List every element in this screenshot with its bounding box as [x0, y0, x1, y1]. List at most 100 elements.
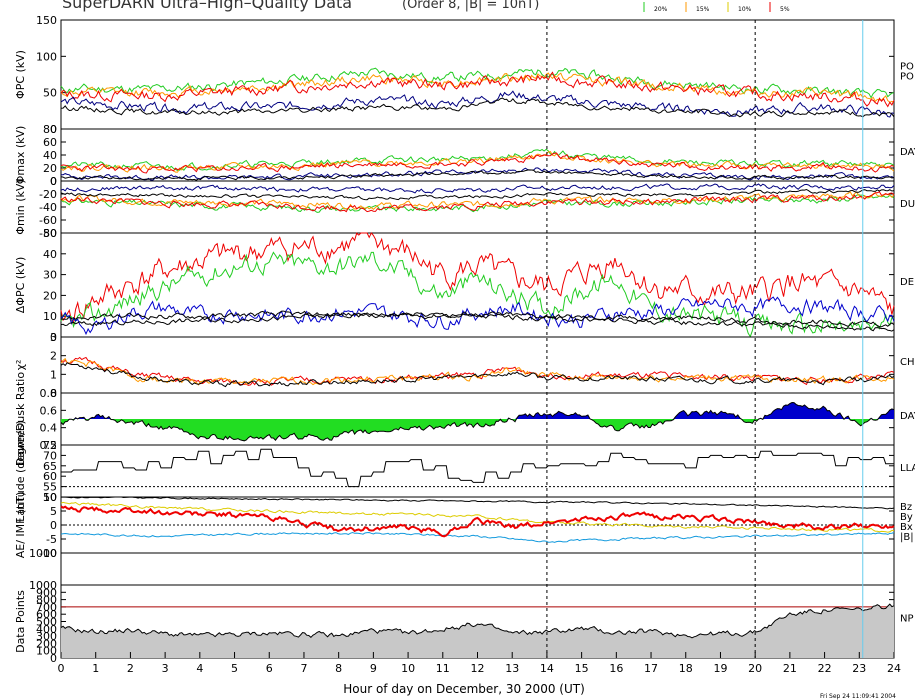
y-tick-label: 50 — [43, 87, 57, 100]
y-tick-label: 500 — [36, 616, 57, 629]
y-tick-label: 50 — [43, 491, 57, 504]
series-line — [60, 531, 895, 543]
series-line — [60, 362, 895, 388]
x-tick-label: 3 — [162, 662, 169, 675]
series-line — [60, 194, 895, 213]
y-tick-label: 150 — [36, 14, 57, 27]
y-axis-label: Φmax (kV) — [14, 126, 27, 185]
x-tick-label: 7 — [300, 662, 307, 675]
y-tick-label: 80 — [43, 123, 57, 136]
panel-ratio: 0.2 0.4 0.6 0.8 Dawn/Dusk Ratio DAY — [14, 372, 915, 466]
y-tick-label: 600 — [36, 608, 57, 621]
right-label: Bx — [900, 522, 913, 533]
x-tick-label: 2 — [127, 662, 134, 675]
y-axis-label: Φmin (kV) — [14, 179, 27, 234]
x-tick-label: 11 — [436, 662, 450, 675]
y-tick-label: 700 — [36, 601, 57, 614]
y-tick-label: 800 — [36, 594, 57, 607]
y-axis-label: Data Points — [14, 590, 27, 653]
right-label: NP — [900, 614, 914, 625]
x-tick-label: 1 — [92, 662, 99, 675]
y-tick-label: 0.8 — [40, 387, 58, 400]
right-label: LLA — [900, 463, 915, 474]
timestamp-footer: Fri Sep 24 11:09:41 2004 — [820, 693, 896, 700]
y-tick-label: 0 — [50, 175, 57, 188]
x-tick-label: 10 — [401, 662, 415, 675]
series-line — [60, 67, 895, 99]
y-tick-label: 55 — [43, 481, 57, 494]
panel-chi: 0 1 2 3 χ² CH — [14, 331, 915, 400]
y-tick-label: 3 — [50, 331, 57, 344]
y-tick-label: 1000 — [29, 579, 57, 592]
y-tick-label: 900 — [36, 586, 57, 599]
x-axis-label: Hour of day on December, 30 2000 (UT) — [343, 682, 585, 696]
y-tick-label: 0 — [50, 123, 57, 136]
x-tick-label: 19 — [713, 662, 727, 675]
y-tick-label: 0 — [50, 331, 57, 344]
figure-title: SuperDARN Ultra–High–Quality Data — [62, 0, 352, 12]
x-tick-label: 18 — [679, 662, 693, 675]
x-tick-label: 9 — [370, 662, 377, 675]
x-tick-label: 23 — [852, 662, 866, 675]
panel-frame — [60, 19, 895, 130]
y-tick-label: 1 — [50, 368, 57, 381]
x-tick-label: 15 — [575, 662, 589, 675]
series-line — [60, 71, 895, 108]
series-line — [60, 97, 895, 118]
x-tick-label: 14 — [540, 662, 554, 675]
y-tick-label: 300 — [36, 630, 57, 643]
y-tick-label: 0 — [50, 175, 57, 188]
x-tick-label: 16 — [609, 662, 623, 675]
y-tick-label: -5 — [46, 533, 57, 546]
series-line — [60, 191, 895, 213]
y-tick-label: 1000 — [29, 547, 57, 560]
right-label: CH — [900, 357, 915, 368]
right-label: DE — [900, 277, 914, 288]
x-tick-label: 4 — [196, 662, 203, 675]
panel-ae: 1000 — [29, 547, 895, 586]
threshold-legend: 20% 15% 10% 5% — [643, 2, 790, 13]
y-tick-label: 60 — [43, 136, 57, 149]
y-tick-label: 10 — [43, 491, 57, 504]
right-label: DAY — [900, 147, 915, 158]
y-tick-label: -20 — [39, 188, 57, 201]
series-line — [60, 90, 895, 118]
panel-frame — [60, 336, 895, 394]
y-tick-label: 0 — [50, 652, 57, 665]
y-axis-label: ΔΦPC (kV) — [14, 257, 27, 313]
x-tick-label: 17 — [644, 662, 658, 675]
y-tick-label: 65 — [43, 460, 57, 473]
series-line — [60, 183, 895, 194]
x-tick-label: 21 — [783, 662, 797, 675]
series-line — [60, 72, 895, 103]
right-label: By — [900, 512, 913, 523]
y-axis-label: χ² — [14, 360, 27, 371]
right-label: |B| — [900, 532, 914, 543]
right-label: DAY — [900, 411, 915, 422]
y-tick-label: 60 — [43, 470, 57, 483]
panel-frame — [60, 552, 895, 586]
x-tick-label: 8 — [335, 662, 342, 675]
figure-subtitle: (Order 8, |B| = 10nT) — [402, 0, 539, 12]
y-tick-label: 40 — [43, 149, 57, 162]
y-axis-label: Latitude (degrees) — [14, 420, 27, 522]
y-tick-label: 2 — [50, 350, 57, 363]
series-line — [60, 310, 895, 328]
y-tick-label: -40 — [39, 201, 57, 214]
x-tick-label: 24 — [887, 662, 901, 675]
series-line — [60, 401, 895, 442]
y-tick-label: -10 — [39, 547, 57, 560]
panel-frame — [60, 232, 895, 338]
x-tick-label: 6 — [266, 662, 273, 675]
series-line — [60, 505, 895, 538]
y-tick-label: 10 — [43, 310, 57, 323]
x-tick-label: 22 — [818, 662, 832, 675]
y-tick-label: 0.2 — [40, 439, 58, 452]
y-tick-label: 0.4 — [40, 422, 58, 435]
series-line — [60, 251, 895, 338]
right-label: Bz — [900, 502, 912, 513]
right-label: DU — [900, 199, 915, 210]
